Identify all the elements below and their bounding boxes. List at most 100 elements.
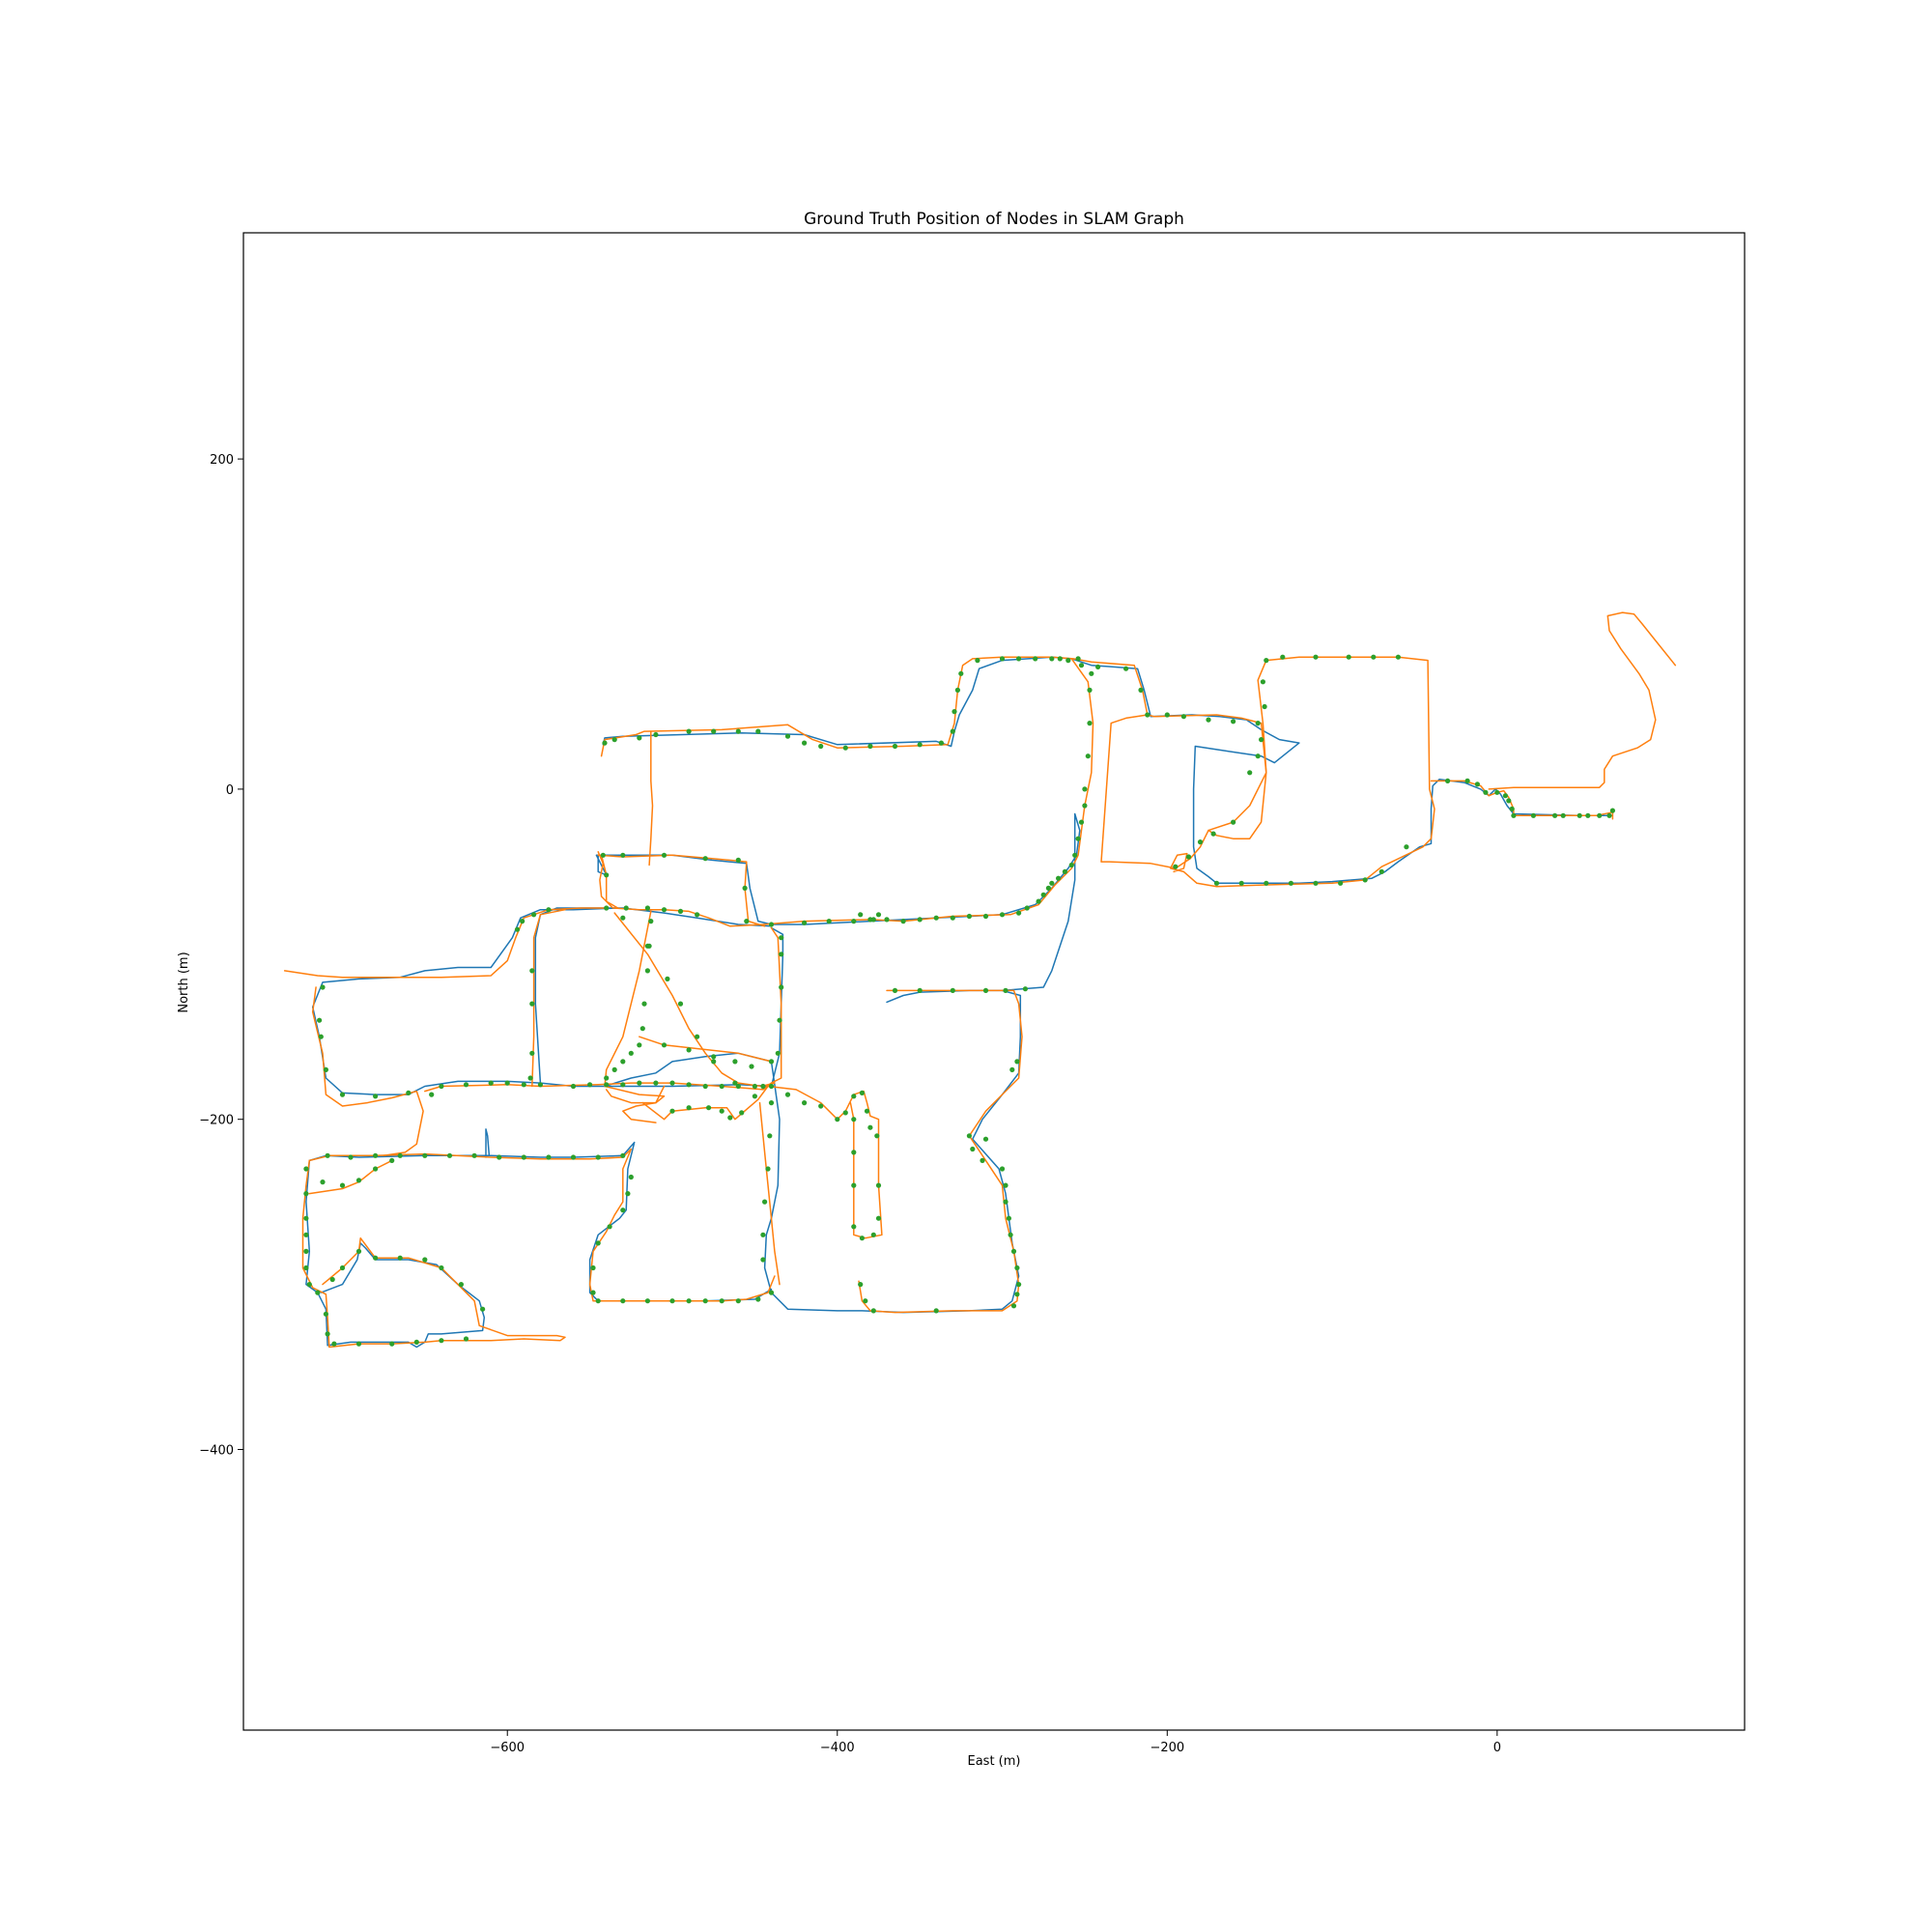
node-marker [892,987,898,993]
node-marker [875,1215,882,1221]
node-marker [620,915,626,921]
node-marker [765,1166,771,1172]
node-marker [1036,898,1041,904]
node-marker [1003,1199,1009,1205]
node-marker [1378,868,1384,875]
node-marker [851,1182,857,1188]
node-marker [1085,753,1091,759]
node-marker [975,658,980,664]
node-marker [546,907,552,913]
node-marker [851,919,857,924]
series-1-path-16 [311,986,424,1157]
node-marker [604,1075,610,1081]
node-marker [1255,721,1261,726]
node-marker [1164,712,1170,718]
node-marker [669,1080,675,1086]
node-marker [1362,877,1368,883]
node-marker [1009,1066,1015,1072]
node-marker [851,1117,857,1122]
node-marker [1210,831,1216,837]
node-marker [966,913,973,920]
node-marker [1173,864,1179,869]
node-marker [1062,868,1067,875]
node-marker [1068,862,1074,868]
series-1-path-17 [424,926,782,1093]
node-marker [858,1282,864,1288]
node-marker [1087,687,1093,694]
node-marker [637,1042,642,1048]
node-marker [686,1105,692,1111]
node-marker [863,1298,868,1304]
node-marker [339,1092,346,1097]
node-marker [1033,656,1038,662]
node-marker [950,987,955,993]
node-marker [1445,778,1451,784]
node-marker [570,1154,577,1160]
node-marker [1010,1303,1017,1309]
node-marker [1056,875,1062,881]
node-marker [1145,712,1151,718]
node-marker [339,1264,346,1271]
node-marker [303,1215,309,1221]
node-marker [851,1224,857,1230]
node-marker [1346,654,1351,660]
node-marker [355,1178,362,1183]
node-marker [317,1017,323,1023]
node-marker [686,1082,692,1088]
node-marker [661,907,668,913]
node-marker [742,885,748,892]
node-marker [1506,798,1512,804]
node-marker [1511,812,1517,818]
node-marker [531,912,537,918]
node-marker [818,743,824,750]
node-marker [1606,812,1612,818]
node-marker [818,1103,824,1109]
node-marker [604,872,610,878]
node-marker [1371,654,1377,660]
x-axis-label: East (m) [968,1754,1021,1769]
node-marker [439,1083,444,1090]
node-marker [665,976,670,982]
node-marker [966,1133,973,1139]
node-marker [686,1298,692,1304]
node-marker [373,1152,379,1158]
node-marker [1197,839,1204,845]
y-tick-label: −400 [199,1443,234,1458]
node-marker [1260,679,1265,685]
node-marker [1494,789,1500,795]
node-marker [686,728,692,734]
node-marker [389,1157,395,1163]
node-marker [303,1232,309,1237]
node-marker [999,656,1006,662]
node-marker [355,1248,362,1254]
node-marker [735,728,741,734]
node-marker [970,1146,976,1152]
node-marker [480,1306,486,1312]
node-marker [504,1080,510,1086]
node-marker [1597,812,1603,818]
node-marker [1338,880,1344,886]
series-1-path-15 [283,907,608,979]
node-marker [488,1080,494,1086]
node-marker [732,1059,738,1065]
node-marker [514,926,521,932]
node-marker [760,1232,766,1237]
node-marker [686,1047,692,1053]
plot-area [283,611,1677,1349]
node-marker [339,1182,346,1188]
node-marker [1087,721,1093,726]
node-marker [980,1157,985,1163]
node-marker [620,1059,626,1065]
node-marker [389,1341,395,1347]
node-marker [917,917,923,923]
node-marker [784,733,791,739]
node-marker [471,1152,477,1158]
node-marker [1609,808,1615,813]
node-marker [779,952,784,957]
node-marker [706,1105,712,1111]
node-marker [520,919,526,924]
x-tick-label: −200 [1150,1741,1184,1755]
series-1-path-10 [639,1036,773,1063]
node-marker [1395,654,1401,660]
node-marker [1014,1264,1020,1271]
